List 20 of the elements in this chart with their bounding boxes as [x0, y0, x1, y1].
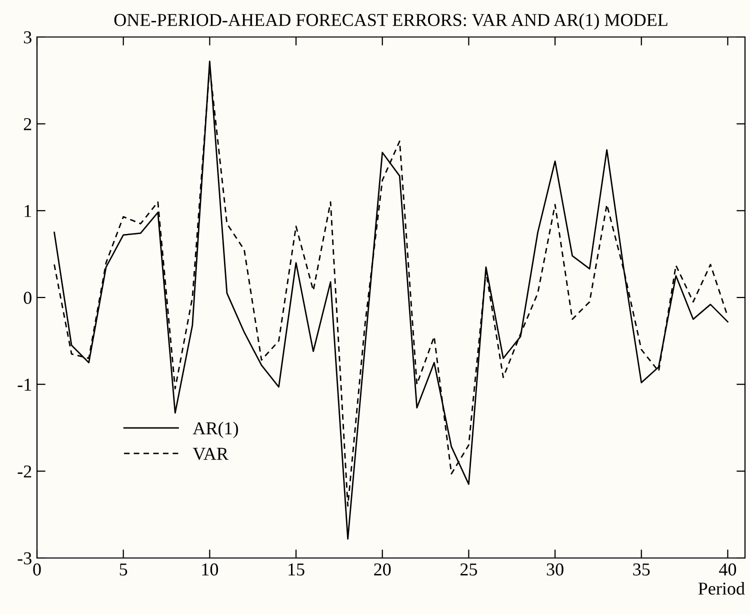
chart-title: ONE-PERIOD-AHEAD FORECAST ERRORS: VAR AND AR(1) MODEL — [114, 13, 668, 30]
x-tick-label: 15 — [288, 563, 304, 576]
x-tick-label: 30 — [546, 563, 564, 576]
x-tick-label: 40 — [719, 563, 736, 576]
x-tick-label: 5 — [120, 564, 128, 576]
y-tick-label: -2 — [18, 465, 32, 478]
x-tick-label: 20 — [374, 563, 391, 576]
legend-label: AR(1) — [192, 422, 238, 438]
x-axis-title: Period — [698, 582, 745, 595]
y-tick-label: 0 — [24, 292, 32, 304]
legend-label: VAR — [192, 448, 228, 460]
x-tick-label: 0 — [33, 563, 41, 576]
x-tick-label: 25 — [460, 563, 478, 576]
y-tick-label: -1 — [18, 378, 32, 391]
y-tick-label: -3 — [18, 552, 32, 564]
y-tick-label: 2 — [24, 118, 32, 130]
y-tick-label: 1 — [24, 205, 32, 217]
x-tick-label: 10 — [202, 563, 218, 576]
y-tick-label: 3 — [24, 31, 32, 44]
x-tick-label: 35 — [633, 563, 650, 576]
